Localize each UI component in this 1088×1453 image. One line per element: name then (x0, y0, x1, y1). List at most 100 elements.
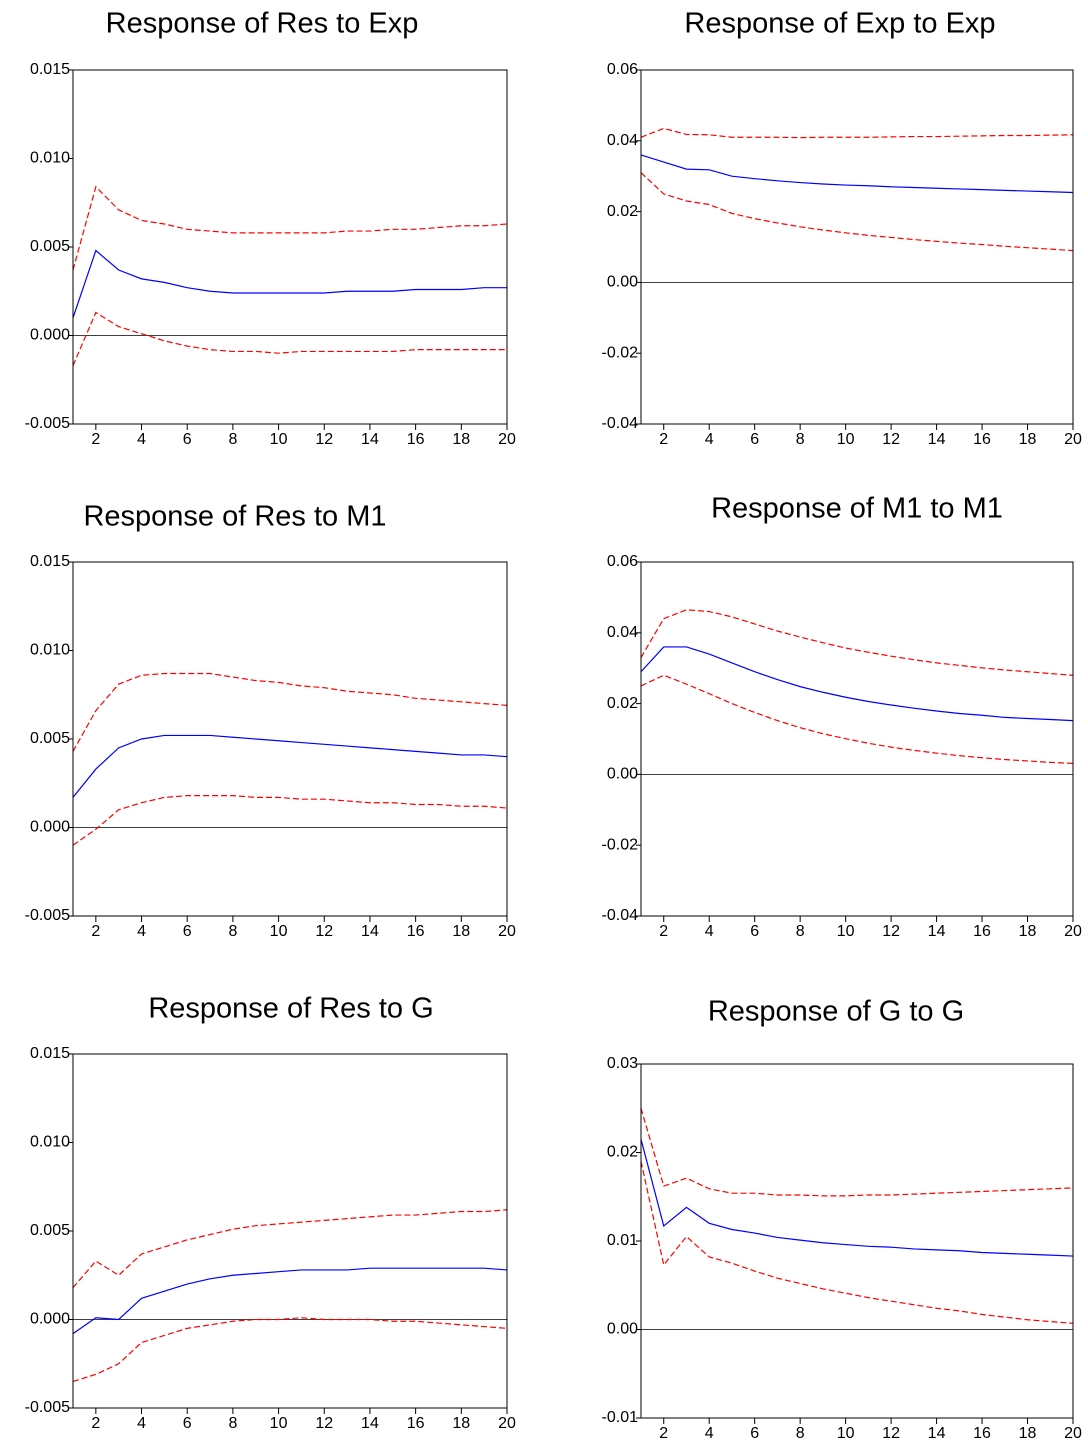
response-line (640, 674, 1074, 765)
x-tick-label: 8 (228, 923, 237, 940)
y-tick-label: 0.00 (607, 766, 638, 783)
x-tick-label: 12 (315, 431, 333, 448)
x-tick-label: 8 (796, 923, 805, 940)
y-tick-label: 0.005 (30, 238, 70, 255)
y-tick-label: 0.015 (30, 61, 70, 78)
y-tick-label: 0.01 (607, 1232, 638, 1249)
x-tick-label: 16 (973, 431, 991, 448)
response-line (72, 185, 508, 271)
response-line (640, 609, 1074, 676)
plot-frame (72, 69, 508, 425)
x-tick-label: 10 (837, 923, 855, 940)
y-tick-label: -0.005 (25, 415, 70, 432)
x-tick-label: 2 (91, 431, 100, 448)
response-line (72, 672, 508, 752)
y-tick-label: 0.000 (30, 819, 70, 836)
x-tick-label: 8 (796, 431, 805, 448)
y-tick-label: 0.010 (30, 1134, 70, 1151)
chart-title: Response of Res to G (148, 993, 433, 1025)
x-tick-label: 14 (361, 923, 379, 940)
y-tick-label: 0.00 (607, 274, 638, 291)
plot-frame (640, 69, 1074, 425)
y-tick-label: 0.010 (30, 150, 70, 167)
y-tick-label: 0.03 (607, 1055, 638, 1072)
y-tick-label: -0.02 (602, 344, 639, 361)
x-tick-label: 20 (498, 923, 516, 940)
x-tick-label: 20 (1064, 923, 1082, 940)
response-line (72, 1317, 508, 1383)
x-tick-label: 6 (183, 923, 192, 940)
y-tick-label: 0.02 (607, 695, 638, 712)
x-tick-label: 8 (796, 1425, 805, 1442)
x-tick-label: 6 (750, 431, 759, 448)
chart-title: Response of Exp to Exp (684, 8, 995, 40)
x-tick-label: 12 (882, 1425, 900, 1442)
x-tick-label: 2 (659, 1425, 668, 1442)
x-tick-label: 8 (228, 1415, 237, 1432)
x-tick-label: 18 (1019, 431, 1037, 448)
y-tick-label: 0.00 (607, 1321, 638, 1338)
response-line (640, 127, 1074, 139)
y-tick-label: -0.01 (602, 1409, 639, 1426)
chart-title: Response of G to G (708, 996, 964, 1028)
y-tick-label: 0.005 (30, 1222, 70, 1239)
y-tick-label: -0.04 (602, 907, 639, 924)
y-tick-label: 0.000 (30, 1311, 70, 1328)
y-tick-label: -0.04 (602, 415, 639, 432)
x-tick-label: 20 (1064, 431, 1082, 448)
x-tick-label: 2 (659, 923, 668, 940)
x-tick-label: 14 (361, 431, 379, 448)
response-line (72, 1209, 508, 1289)
x-tick-label: 4 (137, 1415, 146, 1432)
y-tick-label: 0.06 (607, 61, 638, 78)
y-tick-label: 0.04 (607, 624, 638, 641)
y-tick-label: 0.06 (607, 553, 638, 570)
x-tick-label: 2 (91, 1415, 100, 1432)
x-tick-label: 4 (705, 431, 714, 448)
x-tick-label: 12 (882, 431, 900, 448)
y-tick-label: -0.02 (602, 836, 639, 853)
response-line (72, 734, 508, 798)
x-tick-label: 20 (1064, 1425, 1082, 1442)
x-tick-label: 16 (973, 1425, 991, 1442)
response-line (640, 154, 1074, 194)
x-tick-label: 16 (407, 923, 425, 940)
x-tick-label: 18 (452, 1415, 470, 1432)
plot-frame (640, 1063, 1074, 1419)
response-line (640, 1139, 1074, 1257)
y-tick-label: 0.02 (607, 203, 638, 220)
response-line (72, 249, 507, 318)
response-line (72, 795, 508, 846)
x-tick-label: 10 (270, 923, 288, 940)
x-tick-label: 2 (659, 431, 668, 448)
chart-title: Response of M1 to M1 (711, 493, 1003, 525)
response-line (640, 1108, 1074, 1197)
response-line (640, 646, 1074, 722)
x-tick-label: 18 (1019, 1425, 1037, 1442)
x-tick-label: 12 (882, 923, 900, 940)
y-tick-label: 0.005 (30, 730, 70, 747)
x-tick-label: 6 (183, 431, 192, 448)
y-tick-label: 0.015 (30, 1045, 70, 1062)
chart-title: Response of Res to M1 (83, 501, 386, 533)
plot-frame (640, 561, 1074, 917)
x-tick-label: 12 (315, 1415, 333, 1432)
x-tick-label: 14 (928, 1425, 946, 1442)
x-tick-label: 12 (315, 923, 333, 940)
x-tick-label: 6 (183, 1415, 192, 1432)
y-tick-label: 0.000 (30, 327, 70, 344)
y-tick-label: 0.04 (607, 132, 638, 149)
x-tick-label: 14 (928, 431, 946, 448)
response-line (640, 172, 1074, 252)
y-tick-label: 0.010 (30, 642, 70, 659)
y-tick-label: 0.02 (607, 1144, 638, 1161)
x-tick-label: 16 (407, 431, 425, 448)
response-line (72, 311, 507, 366)
x-tick-label: 18 (452, 431, 470, 448)
x-tick-label: 4 (705, 923, 714, 940)
x-tick-label: 8 (228, 431, 237, 448)
x-tick-label: 4 (137, 923, 146, 940)
x-tick-label: 10 (270, 431, 288, 448)
